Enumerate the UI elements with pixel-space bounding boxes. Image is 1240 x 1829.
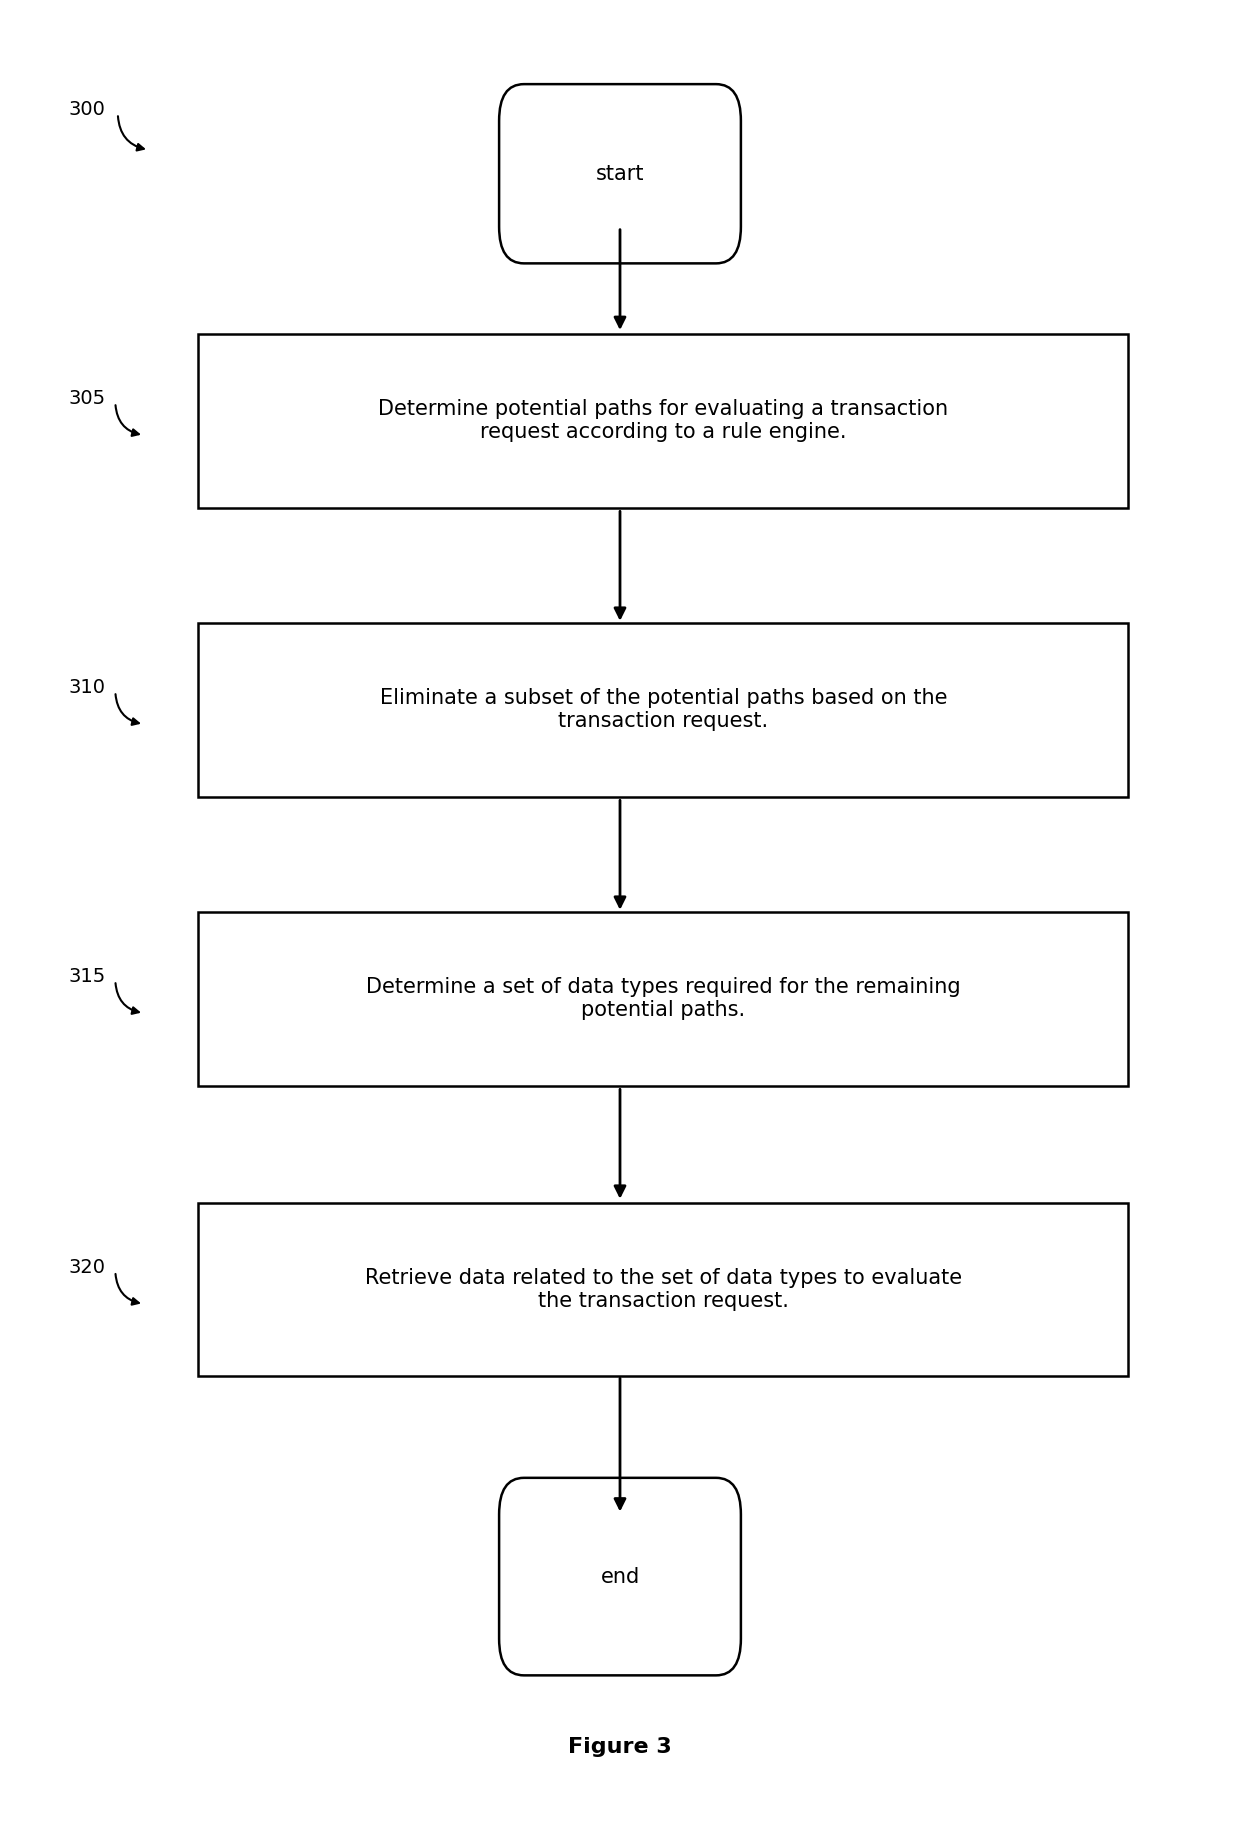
Text: 310: 310	[68, 679, 105, 697]
FancyBboxPatch shape	[498, 1478, 740, 1675]
FancyBboxPatch shape	[198, 911, 1128, 1085]
Text: 305: 305	[68, 390, 105, 408]
FancyBboxPatch shape	[198, 622, 1128, 797]
Text: start: start	[595, 165, 645, 183]
Text: 315: 315	[68, 968, 105, 986]
FancyBboxPatch shape	[498, 84, 740, 263]
Text: 300: 300	[68, 101, 105, 119]
Text: Eliminate a subset of the potential paths based on the
transaction request.: Eliminate a subset of the potential path…	[379, 688, 947, 732]
FancyBboxPatch shape	[198, 335, 1128, 507]
Text: Retrieve data related to the set of data types to evaluate
the transaction reque: Retrieve data related to the set of data…	[365, 1267, 962, 1311]
Text: Determine a set of data types required for the remaining
potential paths.: Determine a set of data types required f…	[366, 977, 961, 1021]
Text: 320: 320	[68, 1258, 105, 1277]
Text: Figure 3: Figure 3	[568, 1738, 672, 1756]
Text: end: end	[600, 1567, 640, 1586]
FancyBboxPatch shape	[198, 1203, 1128, 1375]
Text: Determine potential paths for evaluating a transaction
request according to a ru: Determine potential paths for evaluating…	[378, 399, 949, 443]
